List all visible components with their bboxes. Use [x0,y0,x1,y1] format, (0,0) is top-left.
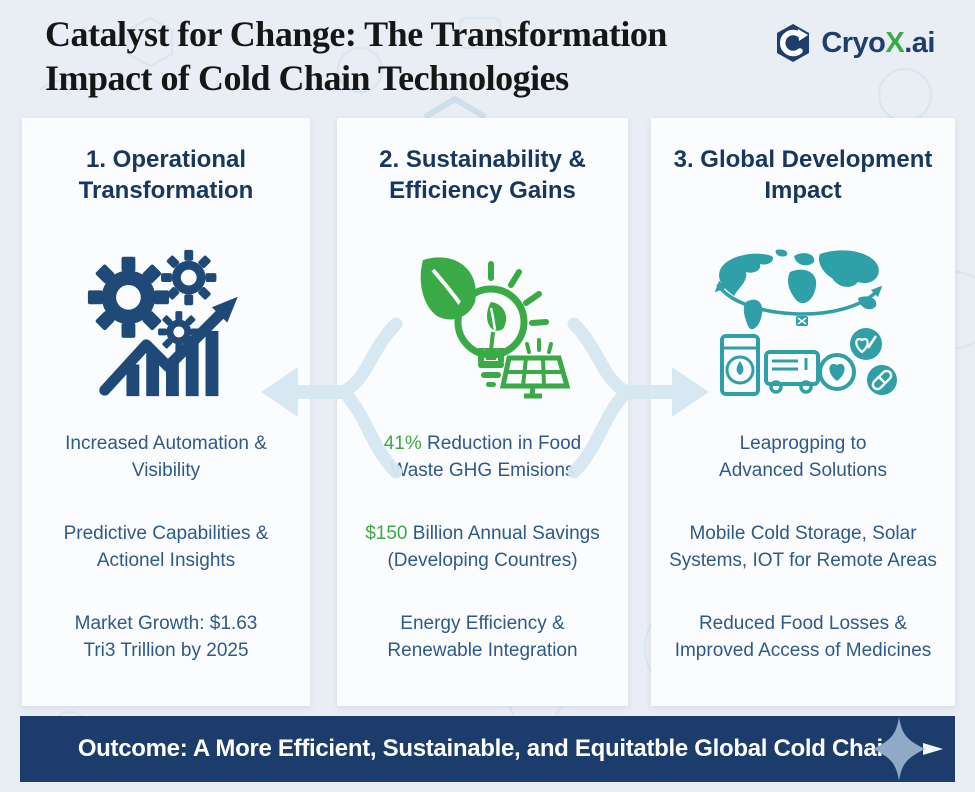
impact-point: Market Growth: $1.63 Tri3 Trillion by 20… [74,613,258,661]
page-title: Catalyst for Change: The Transformation … [45,12,667,100]
page-title-line1: Catalyst for Change: The Transformation [45,14,667,54]
card3-heading: 3. Global Development Impact [673,146,933,204]
brand-logo: CryoX.ai [772,22,935,64]
impact-point: Energy Efficiency & Renewable Integratio… [387,613,578,661]
impact-point: Reduced Food Losses & Improved Access of… [674,613,932,661]
card1-heading: 1. Operational Transformation [78,146,254,204]
brand-x: X [885,26,905,59]
sparkle-icon [873,717,943,781]
brand-prefix: Cryo [821,26,886,59]
world-map-cold-chain-icon [714,249,897,396]
impact-point: Mobile Cold Storage, Solar Systems, IOT … [669,523,937,571]
outcome-text: Outcome: A More Efficient, Sustainable, … [77,735,898,762]
card-sustainability-efficiency: 2. Sustainability & Efficiency Gains [337,118,628,706]
impact-point: Predictive Capabilities & Actionel Insig… [63,523,269,571]
card-operational-transformation: 1. Operational Transformation [22,118,310,706]
impact-point: $150 Billion Annual Savings (Developing … [365,523,600,571]
impact-point: Increased Automation & Visibility [65,433,267,481]
impact-point: 41% Reduction in Food Waste GHG Emisions [383,433,582,481]
eco-bulb-leaf-solar-icon [420,257,570,399]
outcome-banner: Outcome: A More Efficient, Sustainable, … [20,716,955,782]
brand-suffix: .ai [904,26,935,59]
chevron-accent [423,95,487,120]
impact-point: Leaprogping to Advanced Solutions [719,433,887,481]
brand-wordmark: CryoX.ai [821,27,935,60]
card2-heading: 2. Sustainability & Efficiency Gains [379,146,586,204]
card-global-development: 3. Global Development Impact [651,118,955,706]
gears-growth-chart-icon [87,249,238,397]
page-title-line2: Impact of Cold Chain Technologies [45,58,569,98]
cryox-hexagon-arrow-icon [777,24,810,62]
